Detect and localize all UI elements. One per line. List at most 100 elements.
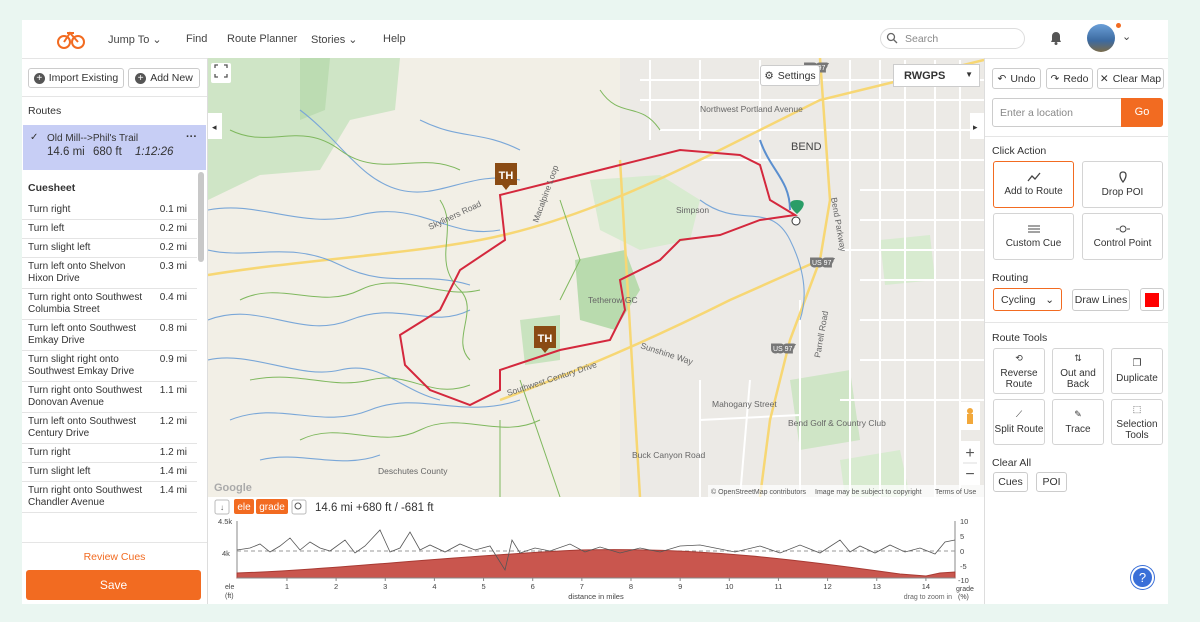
x-label: distance in miles	[568, 592, 624, 601]
avatar[interactable]	[1087, 24, 1115, 52]
location-input[interactable]: Enter a location	[992, 98, 1122, 127]
cue-text: Turn right	[28, 447, 71, 458]
help-button[interactable]: ?	[1131, 566, 1154, 589]
redo-button[interactable]: ↷ Redo	[1046, 68, 1093, 89]
svg-text:▸: ▸	[973, 122, 978, 132]
layer-select[interactable]: RWGPS ▼	[893, 64, 980, 87]
fullscreen-button[interactable]	[211, 63, 231, 83]
route-menu[interactable]: ···	[186, 131, 197, 143]
logo[interactable]	[56, 28, 86, 50]
duplicate[interactable]: ❐ Duplicate	[1111, 348, 1163, 394]
settings-button[interactable]: ⚙ Settings	[760, 65, 820, 86]
tile-label: Selection Tools	[1116, 418, 1158, 441]
cue-row[interactable]: Turn right onto Southwest Donovan Avenue…	[22, 382, 197, 413]
grade-toggle[interactable]	[256, 499, 288, 514]
cue-row[interactable]: Turn slight right onto Southwest Emkay D…	[22, 351, 197, 382]
notifications[interactable]	[1048, 30, 1064, 46]
cue-row[interactable]: Turn slight left 0.2 mi	[22, 239, 197, 258]
import-button[interactable]: + Import Existing	[28, 68, 124, 88]
routing-select[interactable]: Cycling ⌄	[993, 288, 1062, 311]
trace[interactable]: ✎ Trace	[1052, 399, 1104, 445]
add-to-route[interactable]: Add to Route	[993, 161, 1074, 208]
cue-distance: 0.8 mi	[159, 323, 187, 334]
input-placeholder: Enter a location	[1000, 107, 1073, 119]
y-tick-label: 4k	[222, 549, 230, 558]
cue-text: Turn right onto Southwest Chandler Avenu…	[28, 485, 143, 508]
button-label: Add New	[150, 72, 193, 84]
y2-tick-label: 0	[960, 547, 964, 556]
map-label: Bend Golf & Country Club	[788, 418, 886, 428]
cue-row[interactable]: Turn right 1.2 mi	[22, 444, 197, 463]
out-and-back[interactable]: ⇅ Out and Back	[1052, 348, 1104, 394]
map[interactable]: Northwest Portland Avenue BEND Simpson S…	[208, 58, 984, 497]
clear-map-button[interactable]: ✕ Clear Map	[1097, 68, 1164, 89]
cue-row[interactable]: Turn left 0.2 mi	[22, 220, 197, 239]
cue-row[interactable]: Turn right onto Southwest Columbia Stree…	[22, 289, 197, 320]
attribution: Image may be subject to copyright	[815, 489, 922, 496]
cue-distance: 1.2 mi	[159, 416, 187, 427]
zoom-button[interactable]	[291, 499, 307, 515]
svg-text:+: +	[965, 445, 974, 462]
avatar-menu[interactable]: ⌄	[1122, 31, 1132, 43]
nav-item[interactable]: Find	[186, 33, 208, 45]
map-label: Buck Canyon Road	[632, 450, 706, 460]
route-line	[398, 148, 798, 407]
click-action-heading: Click Action	[992, 145, 1047, 157]
route-item[interactable]: ✓ Old Mill-->Phil's Trail ··· 14.6 mi 68…	[23, 125, 206, 170]
svg-text:−: −	[965, 466, 974, 483]
selection-tools[interactable]: ⬚ Selection Tools	[1111, 399, 1163, 445]
avatar-badge	[1116, 23, 1121, 28]
cue-text: Turn right onto Southwest Donovan Avenue	[28, 385, 143, 408]
collapse-right[interactable]	[970, 113, 984, 139]
trailhead[interactable]: TH	[495, 163, 517, 190]
google-logo: Google	[214, 482, 252, 494]
cue-list: Turn right 0.1 mi Turn left 0.2 mi Turn slig…	[22, 201, 197, 541]
ele-toggle[interactable]	[234, 499, 254, 514]
cue-row[interactable]: Turn slight left 1.4 mi	[22, 463, 197, 482]
undo-button[interactable]: ↶ Undo	[992, 68, 1041, 89]
tile-label: Reverse Route	[1000, 367, 1038, 390]
drop-poi[interactable]: Drop POI	[1082, 161, 1163, 208]
draw-lines-button[interactable]: Draw Lines	[1072, 289, 1130, 311]
tile-label: Control Point	[1093, 238, 1152, 249]
attribution[interactable]: Terms of Use	[935, 489, 976, 496]
review-cues[interactable]: Review Cues	[83, 551, 146, 563]
custom-cue[interactable]: Custom Cue	[993, 213, 1074, 260]
clear-cues-button[interactable]: Cues	[993, 472, 1028, 492]
cue-distance: 1.1 mi	[159, 385, 187, 396]
reverse-route[interactable]: ⟲ Reverse Route	[993, 348, 1045, 394]
search-box[interactable]: Search	[880, 28, 1025, 49]
cue-row[interactable]: Turn left onto Southwest Emkay Drive 0.8 …	[22, 320, 197, 351]
trailhead-label: TH	[538, 333, 553, 345]
attribution[interactable]: © OpenStreetMap contributors	[711, 488, 807, 496]
divider	[22, 96, 207, 97]
button-label: Clear Map	[1112, 72, 1162, 85]
cue-row[interactable]: Turn left onto Shelvon Hixon Drive 0.3 mi	[22, 258, 197, 289]
nav-item[interactable]: Stories ⌄	[311, 34, 358, 46]
go-button[interactable]: Go	[1121, 98, 1163, 127]
y2-tick-label: 10	[960, 517, 968, 526]
x-tick-label: 12	[823, 582, 831, 591]
y2-label: grade	[956, 586, 974, 593]
cue-row[interactable]: Turn left onto Southwest Century Drive 1.…	[22, 413, 197, 444]
trailhead[interactable]: TH	[534, 326, 556, 353]
save-button[interactable]: Save	[26, 570, 201, 600]
cue-row[interactable]: Turn right onto Southwest Chandler Avenu…	[22, 482, 197, 513]
scrollbar[interactable]	[198, 172, 204, 262]
tile-label: Duplicate	[1116, 373, 1158, 384]
control-point[interactable]: Control Point	[1082, 213, 1163, 260]
route-distance: 14.6 mi	[47, 146, 85, 158]
nav-item[interactable]: Jump To ⌄	[108, 34, 162, 46]
collapse-left[interactable]	[208, 113, 222, 139]
clear-poi-button[interactable]: POI	[1036, 472, 1067, 492]
add-button[interactable]: + Add New	[128, 68, 200, 88]
nav-item[interactable]: Route Planner	[227, 33, 298, 45]
map-label: BEND	[791, 141, 822, 153]
cue-row[interactable]: Turn right 0.1 mi	[22, 201, 197, 220]
split-route[interactable]: ⟋ Split Route	[993, 399, 1045, 445]
tile-label: Trace	[1065, 424, 1091, 435]
color-picker[interactable]	[1140, 288, 1164, 311]
nav-item[interactable]: Help	[383, 33, 406, 45]
clear-all-heading: Clear All	[992, 457, 1032, 469]
